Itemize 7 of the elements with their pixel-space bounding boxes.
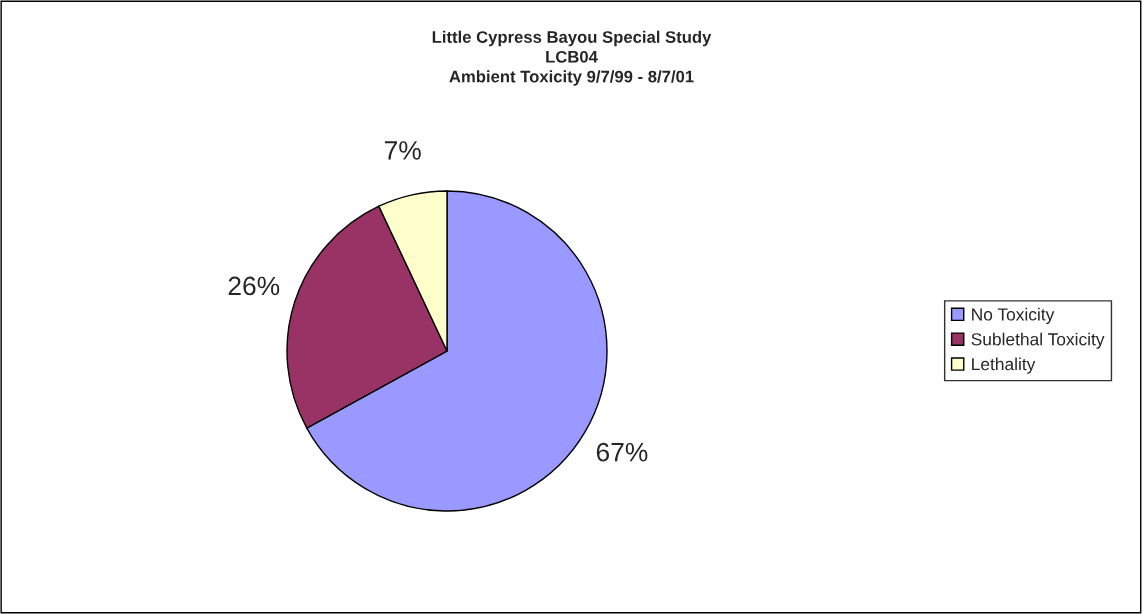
data-label: 67% xyxy=(596,442,648,462)
legend-label: No Toxicity xyxy=(972,307,1055,324)
legend-label: Sublethal Toxicity xyxy=(971,332,1105,349)
legend-label: Lethality xyxy=(972,357,1036,374)
data-label: 7% xyxy=(384,141,421,160)
chart-title: Little Cypress Bayou Special Study LCB04 Ambient Toxicity 9/7/99 - 8/7/01 xyxy=(432,30,712,86)
data-label: 26% xyxy=(228,276,280,296)
